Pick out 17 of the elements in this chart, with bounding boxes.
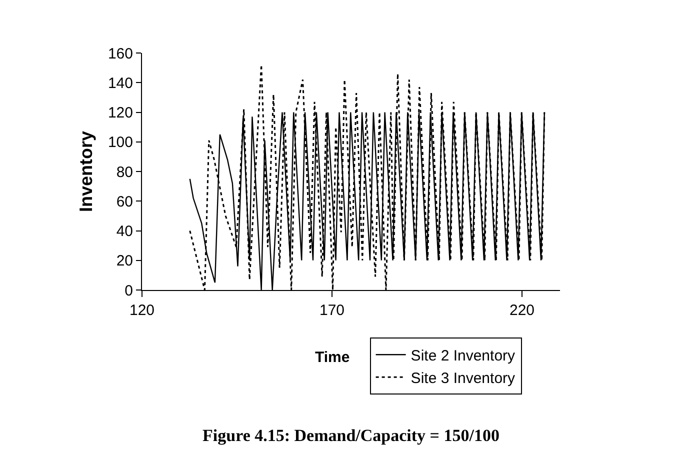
legend-label: Site 3 Inventory xyxy=(410,370,516,387)
y-tick-label: 20 xyxy=(116,252,133,270)
legend-label: Site 2 Inventory xyxy=(410,348,516,364)
y-tick-label: 40 xyxy=(116,223,133,240)
y-tick-label: 160 xyxy=(108,45,133,62)
y-tick-label: 140 xyxy=(108,74,133,92)
y-tick-label: 80 xyxy=(116,164,133,181)
y-tick-label: 120 xyxy=(108,104,133,122)
y-tick-label: 100 xyxy=(108,134,133,152)
x-tick-label: 220 xyxy=(509,302,535,319)
x-tick-label: 120 xyxy=(129,302,155,319)
y-tick-label: 60 xyxy=(116,193,133,210)
x-axis-title: Time xyxy=(315,349,350,366)
y-axis-title: Inventory xyxy=(76,130,96,212)
text: Figure 4.15: Demand/Capacity = 150/100 xyxy=(202,426,500,446)
y-tick-label: 0 xyxy=(124,282,133,300)
x-tick-label: 170 xyxy=(319,302,345,319)
